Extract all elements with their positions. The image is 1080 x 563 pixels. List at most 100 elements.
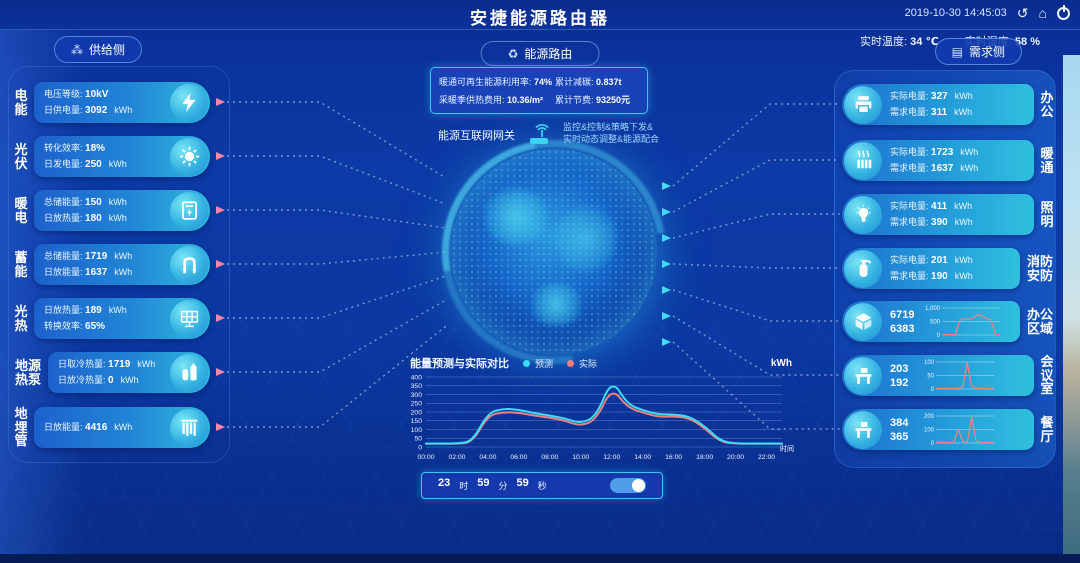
power-icon[interactable] — [1057, 6, 1070, 20]
svg-text:14:00: 14:00 — [634, 454, 651, 461]
svg-text:50: 50 — [928, 373, 935, 379]
svg-text:400: 400 — [411, 374, 423, 381]
forecast-dot-icon — [523, 359, 530, 367]
svg-text:04:00: 04:00 — [479, 454, 496, 461]
supply-card-2[interactable]: 转化效率: 18% 日发电量: 250 kWh — [34, 136, 210, 177]
chart-title: 能量预测与实际对比 — [410, 358, 509, 370]
demand-item-label: 照明 — [1040, 200, 1054, 229]
timer-toggle[interactable] — [610, 478, 646, 493]
globe-landmass — [529, 284, 584, 326]
bulb-icon — [856, 204, 870, 223]
card-line: 需求电量: 390 kWh — [890, 216, 973, 228]
svg-text:0: 0 — [931, 441, 935, 447]
card-line: 日放热量: 189 kWh — [44, 305, 127, 316]
mini-usage-chart: 100 50 0 — [924, 360, 995, 393]
svg-text:02:00: 02:00 — [448, 454, 465, 461]
sun-icon — [179, 146, 199, 167]
pipe-icon — [182, 257, 196, 274]
countdown-timer: 23 时 59 分 59 秒 — [421, 472, 663, 499]
gateway-row: 能源互联网网关 监控&控制&策略下发& 实时动态调整&能源配合 — [438, 121, 688, 152]
svg-text:10:00: 10:00 — [572, 454, 589, 461]
demand-row-6: 203 192 100 50 0 会议室 — [842, 355, 1054, 396]
supply-item-label: 光伏 — [14, 142, 28, 171]
kpi-carbon: 累计减碳: 0.837t — [555, 77, 622, 87]
supply-row-4: 蓄能 总储能量: 1719 kWh 日放能量: 1637 kWh — [14, 244, 210, 285]
supply-card-3[interactable]: 总储能量: 150 kWh 日放热量: 180 kWh — [34, 190, 210, 231]
supply-card-6[interactable]: 日取冷热量: 1719 kWh 日放冷热量: 0 kWh — [48, 352, 210, 393]
demand-card-3[interactable]: 实际电量: 411 kWh 需求电量: 390 kWh — [842, 194, 1034, 235]
demand-row-2: 实际电量: 1723 kWh 需求电量: 1637 kWh 暖通 — [842, 140, 1054, 181]
demand-card-6[interactable]: 203 192 100 50 0 — [842, 355, 1034, 396]
svg-text:22:00: 22:00 — [758, 454, 775, 461]
pipes-icon — [181, 419, 197, 436]
document-icon: ▤ — [951, 44, 963, 59]
svg-text:200: 200 — [411, 409, 423, 416]
card-line: 日放热量: 180 kWh — [44, 212, 127, 224]
gateway-label: 能源互联网网关 — [438, 130, 515, 142]
building-icon — [855, 313, 871, 330]
supply-card-1[interactable]: 电压等级: 10kV 日供电量: 3092 kWh — [34, 82, 210, 123]
timer-hours: 23 — [438, 476, 451, 489]
router-icon — [527, 121, 551, 152]
supply-card-7[interactable]: 日放能量: 4416 kWh — [34, 407, 210, 448]
svg-text:0: 0 — [418, 444, 422, 451]
card-line: 需求电量: 1637 kWh — [890, 162, 979, 174]
forecast-chart-panel: 能量预测与实际对比 预测 实际 kWh 400 350 300 250 200 150 10… — [398, 355, 796, 469]
card-line: 日取冷热量: 1719 kWh — [58, 359, 156, 370]
demand-card-2[interactable]: 实际电量: 1723 kWh 需求电量: 1637 kWh — [842, 140, 1034, 181]
svg-text:100: 100 — [924, 427, 935, 433]
demand-card-5[interactable]: 6719 6383 1,000 500 0 — [842, 301, 1020, 342]
demand-card-7[interactable]: 384 365 200 100 0 — [842, 409, 1034, 450]
mini-usage-chart: 200 100 0 — [924, 414, 995, 447]
card-line: 日发电量: 250 kWh — [44, 158, 127, 170]
demand-card-1[interactable]: 实际电量: 327 kWh 需求电量: 311 kWh — [842, 84, 1034, 125]
svg-text:350: 350 — [411, 383, 423, 390]
earth-globe — [451, 149, 657, 355]
supply-row-6: 地源热泵 日取冷热量: 1719 kWh 日放冷热量: 0 kWh — [14, 352, 210, 393]
svg-text:08:00: 08:00 — [541, 454, 558, 461]
supply-item-label: 地埋管 — [14, 406, 28, 449]
recycle-icon: ♻ — [507, 46, 519, 61]
demand-row-4: 实际电量: 201 kWh 需求电量: 190 kWh 消防安防 — [842, 248, 1054, 289]
timer-minutes: 59 — [477, 476, 490, 489]
legend-actual[interactable]: 实际 — [567, 357, 597, 370]
svg-text:50: 50 — [414, 436, 422, 443]
svg-text:500: 500 — [930, 319, 941, 325]
svg-text:100: 100 — [411, 427, 423, 434]
demand-item-label: 办公区域 — [1026, 307, 1053, 336]
card-line: 转化效率: 18% — [44, 143, 106, 154]
card-line: 实际电量: 411 kWh — [890, 201, 973, 212]
supply-card-5[interactable]: 日放热量: 189 kWh 转换效率: 65% — [34, 298, 210, 339]
wallpaper-photo-strip — [1063, 55, 1080, 563]
card-line: 实际电量: 1723 kWh — [890, 147, 979, 158]
svg-text:06:00: 06:00 — [510, 454, 527, 461]
demand-side-button[interactable]: ▤ 需求侧 — [934, 38, 1022, 65]
legend-forecast[interactable]: 预测 — [523, 357, 553, 370]
demand-row-5: 6719 6383 1,000 500 0 办公区域 — [842, 301, 1054, 342]
demand-item-label: 办公 — [1040, 90, 1054, 119]
demand-row-7: 384 365 200 100 0 餐厅 — [842, 409, 1054, 450]
svg-text:时间: 时间 — [780, 444, 794, 453]
supply-card-4[interactable]: 总储能量: 1719 kWh 日放能量: 1637 kWh — [34, 244, 210, 285]
printer-icon — [855, 96, 871, 114]
supply-item-label: 电能 — [14, 88, 28, 117]
card-line: 总储能量: 150 kWh — [44, 197, 127, 208]
demand-card-4[interactable]: 实际电量: 201 kWh 需求电量: 190 kWh — [842, 248, 1020, 289]
undo-icon[interactable]: ↺ — [1016, 5, 1029, 21]
demand-item-label: 暖通 — [1040, 146, 1054, 175]
svg-text:18:00: 18:00 — [696, 454, 713, 461]
demand-row-1: 实际电量: 327 kWh 需求电量: 311 kWh 办公 — [842, 84, 1054, 125]
energy-route-button[interactable]: ♻ 能源路由 — [480, 41, 600, 66]
card-line: 总储能量: 1719 kWh — [44, 251, 133, 262]
supply-side-button[interactable]: ⁂ 供给侧 — [54, 36, 143, 63]
home-icon[interactable]: ⌂ — [1038, 5, 1047, 21]
desk-icon — [855, 368, 871, 384]
supply-row-1: 电能 电压等级: 10kV 日供电量: 3092 kWh — [14, 82, 210, 123]
supply-item-label: 地源热泵 — [14, 358, 41, 387]
svg-text:300: 300 — [411, 392, 423, 399]
extinguisher-icon — [859, 259, 871, 277]
card-line: 电压等级: 10kV — [44, 89, 109, 100]
svg-text:150: 150 — [411, 418, 423, 425]
